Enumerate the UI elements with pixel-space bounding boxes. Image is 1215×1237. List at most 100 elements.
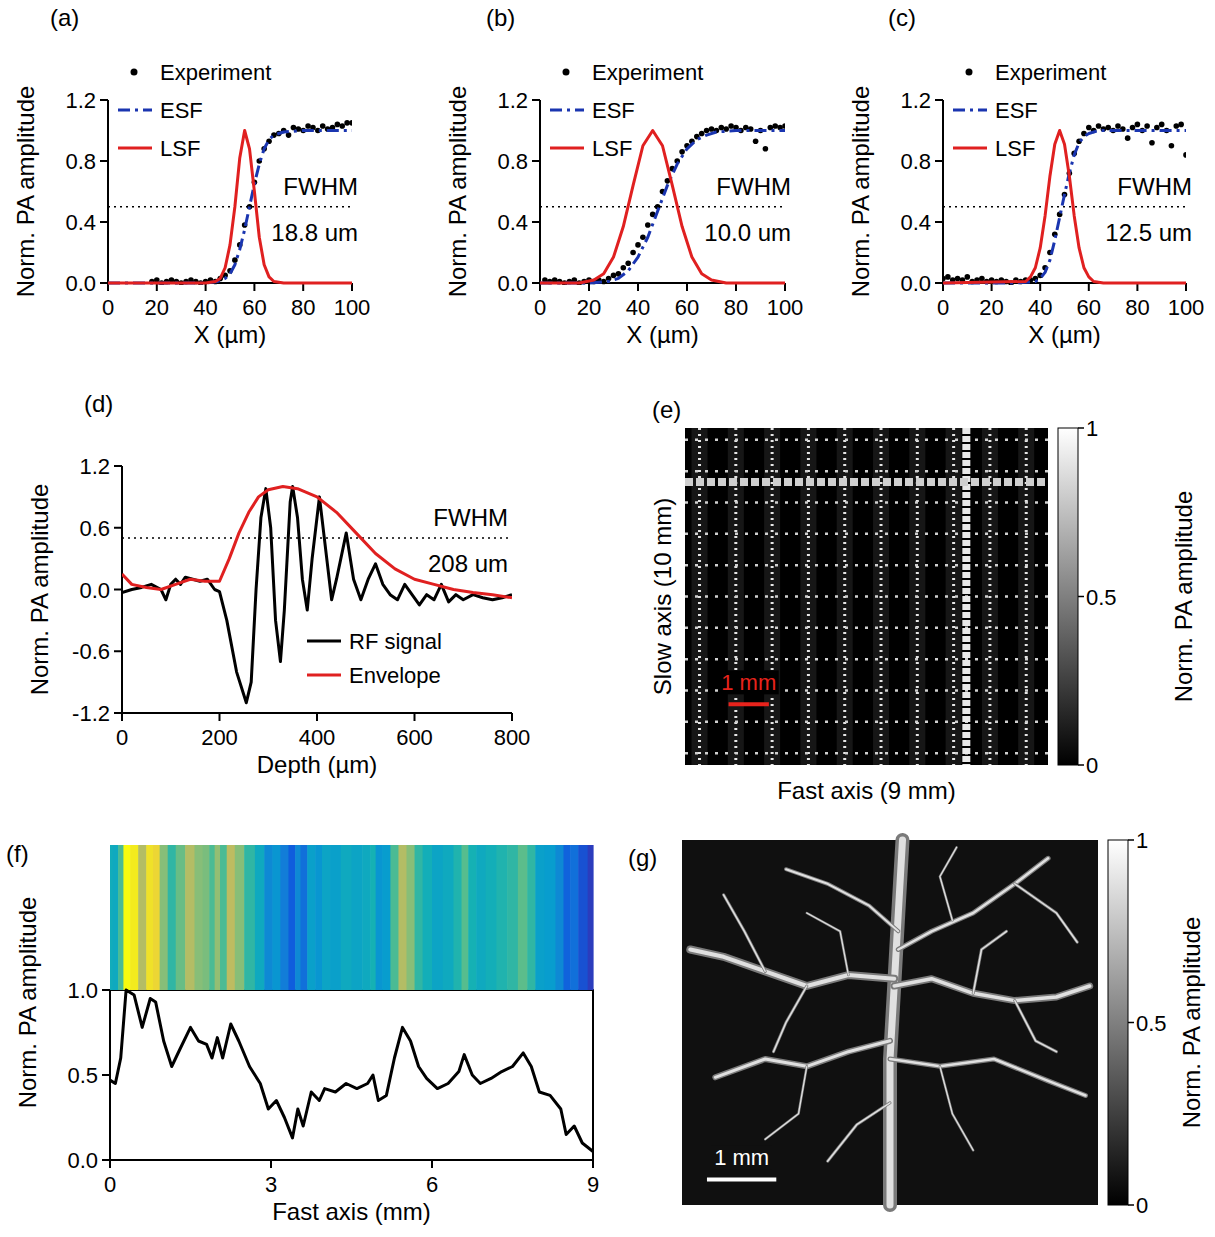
strip-cell	[209, 845, 215, 990]
legend: RF signalEnvelope	[307, 629, 442, 688]
legend-label: Experiment	[592, 60, 703, 85]
y-tick	[100, 99, 108, 101]
vessel	[894, 979, 1089, 1001]
data-point	[305, 123, 311, 129]
legend-marker	[563, 69, 570, 76]
strip-cell	[295, 845, 301, 990]
image-background	[682, 840, 1098, 1205]
grid-wire	[685, 627, 1048, 630]
strip-cell	[376, 845, 383, 990]
x-tick-label: 40	[193, 295, 217, 320]
y-tick	[114, 589, 122, 591]
vessel	[1015, 1001, 1057, 1052]
vessel	[807, 913, 849, 975]
vessel	[940, 1066, 973, 1150]
colorbar-tick-label: 1	[1136, 828, 1148, 853]
data-point	[1159, 122, 1165, 128]
colorbar-tick	[1128, 839, 1134, 841]
data-point	[1173, 123, 1179, 129]
y-tick-label: 1.0	[67, 978, 98, 1003]
scale-bar	[707, 1177, 776, 1181]
panel-label: (c)	[888, 4, 916, 31]
legend-marker	[307, 640, 341, 643]
data-point	[1149, 140, 1155, 146]
strip-cell	[370, 845, 376, 990]
grid-wire	[685, 752, 1048, 755]
y-tick	[935, 282, 943, 284]
y-tick	[935, 221, 943, 223]
x-tick	[270, 1160, 272, 1168]
strip-cell	[352, 845, 363, 990]
vessel	[786, 869, 898, 931]
data-point	[344, 120, 350, 126]
data-point	[763, 146, 769, 152]
data-point	[232, 257, 238, 263]
panel-label: (e)	[652, 396, 681, 423]
x-axis-title: X (µm)	[1028, 321, 1100, 348]
x-tick	[637, 283, 639, 291]
x-tick-label: 0	[104, 1172, 116, 1197]
vessel	[765, 1066, 807, 1139]
data-point	[335, 122, 341, 128]
strip-cell	[113, 845, 119, 990]
legend: ExperimentESFLSF	[118, 60, 271, 161]
x-tick-label: 0	[116, 725, 128, 750]
y-tick-label: 0.5	[67, 1063, 98, 1088]
data-point	[1169, 143, 1175, 149]
reference-line	[943, 206, 1186, 208]
annotation: FWHM	[433, 504, 508, 531]
y-tick	[102, 989, 110, 991]
x-tick-label: 80	[1125, 295, 1149, 320]
data-point	[955, 276, 961, 282]
vessel	[898, 858, 1048, 949]
data-point	[704, 128, 710, 134]
strip-cell	[407, 845, 416, 990]
series-line	[540, 131, 785, 284]
x-tick	[316, 713, 318, 721]
strip-cell	[555, 845, 564, 990]
grid-wire	[685, 478, 1048, 486]
colorbar-tick	[1078, 427, 1084, 429]
vessel	[690, 950, 894, 987]
legend-marker	[550, 147, 584, 150]
annotation: FWHM	[716, 173, 791, 200]
data-point	[1115, 123, 1121, 129]
legend-label: ESF	[592, 98, 635, 123]
strip-cell	[203, 845, 210, 990]
x-tick-label: 800	[494, 725, 531, 750]
strip-cell	[176, 845, 186, 990]
legend-label: ESF	[995, 98, 1038, 123]
y-tick-label: 1.2	[79, 454, 110, 479]
annotation: 12.5 um	[1105, 219, 1192, 246]
scale-bar-label: 1 mm	[714, 1145, 769, 1170]
legend-marker	[307, 674, 341, 677]
y-tick-label: 0.0	[67, 1148, 98, 1173]
vessel	[894, 979, 1089, 1001]
x-tick	[1088, 283, 1090, 291]
grid-wire	[685, 439, 1048, 442]
strip-cell	[507, 845, 518, 990]
y-tick-label: 0.0	[497, 271, 528, 296]
legend: ExperimentESFLSF	[953, 60, 1106, 161]
data-point	[291, 125, 297, 131]
y-axis-title: Slow axis (10 mm)	[649, 498, 676, 695]
x-tick	[1039, 283, 1041, 291]
image-background	[685, 428, 1048, 765]
strip-cell	[578, 845, 588, 990]
x-axis-title: X (µm)	[626, 321, 698, 348]
plot-area	[122, 487, 512, 703]
x-tick-label: 20	[577, 295, 601, 320]
strip-cell	[130, 845, 139, 990]
vessel	[890, 1059, 1086, 1096]
panel-label: (d)	[84, 390, 113, 417]
x-tick-label: 100	[334, 295, 371, 320]
plot-area	[108, 120, 352, 285]
image	[685, 428, 1048, 765]
vessel	[724, 895, 766, 972]
colorbar-tick-label: 1	[1086, 416, 1098, 441]
strip-cell	[545, 845, 556, 990]
y-tick-label: 0.4	[497, 210, 528, 235]
x-tick	[431, 1160, 433, 1168]
x-tick-label: 80	[291, 295, 315, 320]
data-point	[699, 131, 705, 137]
